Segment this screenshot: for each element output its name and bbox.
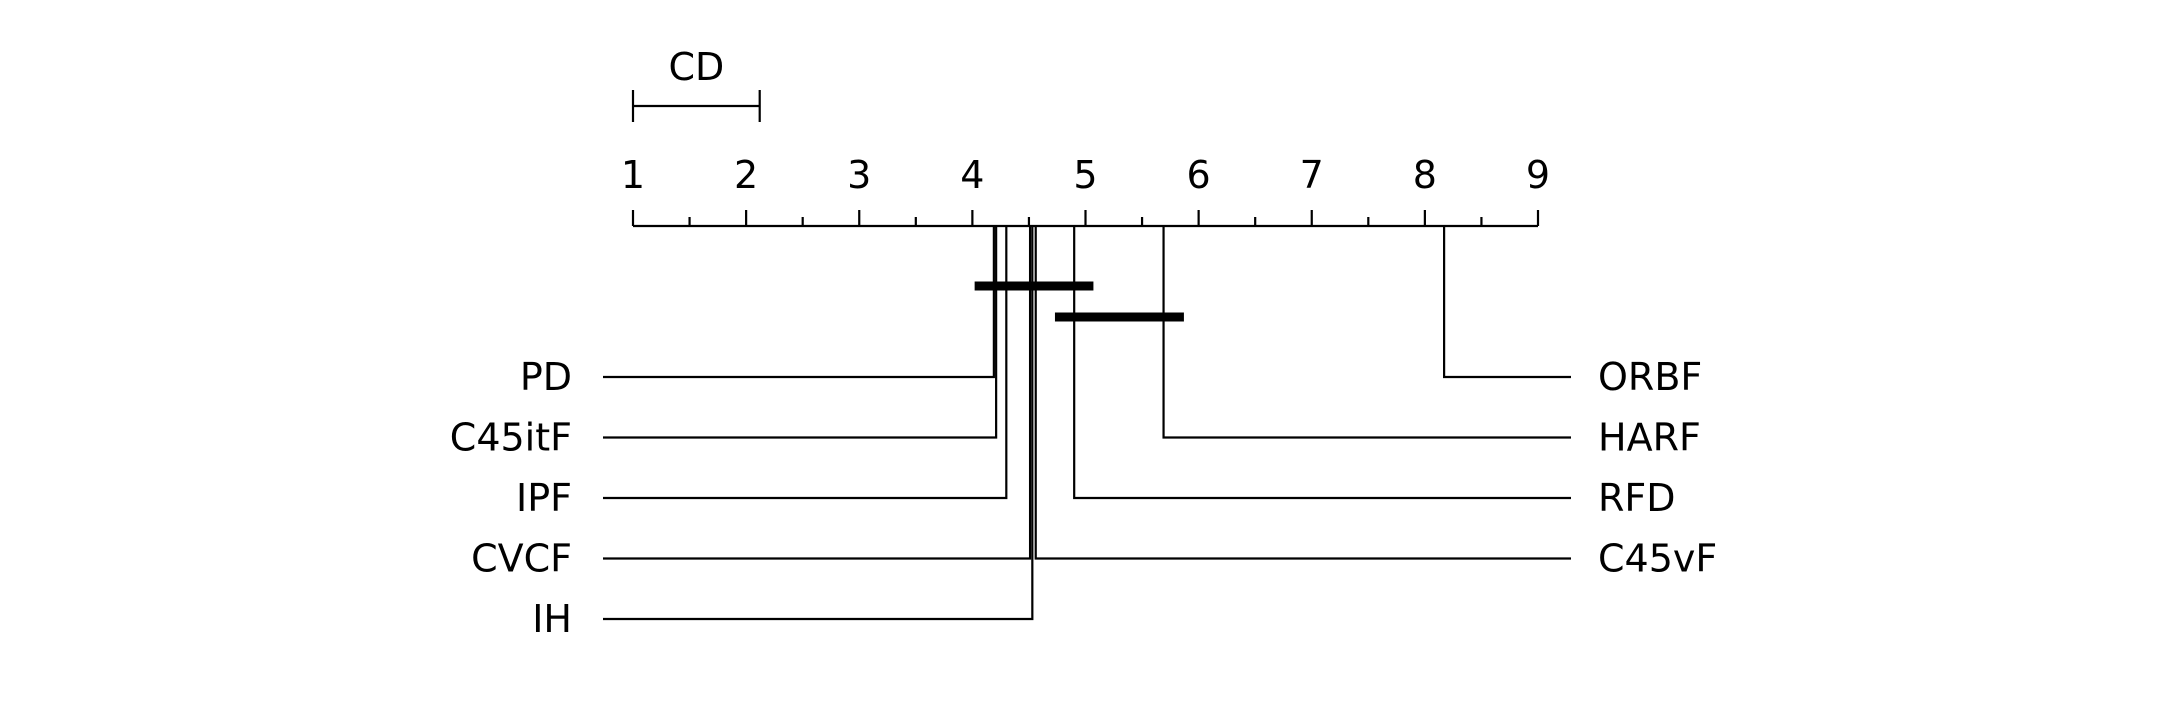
method-label: IPF (516, 476, 572, 520)
cd-legend: CD (631, 45, 761, 122)
methods: PD C45itF IPF CVCF IH ORBF HARF RFD C45vF (450, 226, 1717, 641)
tick-label: 1 (621, 153, 645, 197)
method-label: IH (532, 597, 572, 641)
method-connector (603, 226, 1032, 560)
tick-label: 8 (1413, 153, 1437, 197)
tick-label: 2 (734, 153, 758, 197)
method-label: CVCF (471, 537, 572, 581)
method-label: ORBF (1598, 355, 1702, 399)
tick-label: 3 (847, 153, 871, 197)
method-label: HARF (1598, 416, 1701, 460)
method-connector (1443, 226, 1571, 379)
method-connector (603, 226, 1008, 500)
method-connector (1162, 226, 1571, 439)
method-label: PD (520, 355, 572, 399)
method-label: C45itF (450, 416, 572, 460)
tick-label: 5 (1073, 153, 1097, 197)
method-label: C45vF (1598, 537, 1717, 581)
rank-axis: 1 2 3 4 5 6 7 8 9 (621, 153, 1550, 228)
tick-label: 4 (960, 153, 984, 197)
method-connector (1034, 226, 1571, 560)
tick-label: 7 (1300, 153, 1324, 197)
method-connector (603, 226, 998, 439)
cd-label: CD (668, 45, 724, 89)
method-connector (603, 226, 995, 379)
method-connector (1073, 226, 1571, 500)
tick-label: 9 (1526, 153, 1550, 197)
tick-label: 6 (1187, 153, 1211, 197)
method-label: RFD (1598, 476, 1676, 520)
method-connector (603, 226, 1034, 621)
